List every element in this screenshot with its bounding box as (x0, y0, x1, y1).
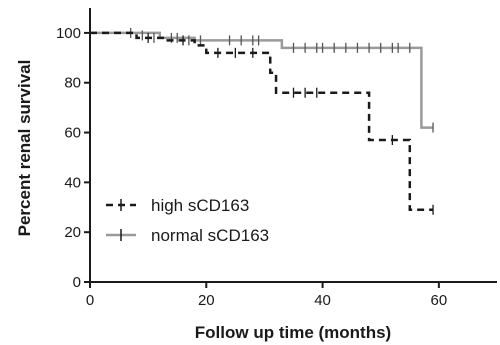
legend-label-high: high sCD163 (151, 196, 249, 215)
y-tick-label: 0 (73, 274, 81, 291)
y-axis-ticks: 0 20 40 60 80 100 (56, 25, 90, 291)
legend-label-normal: normal sCD163 (151, 226, 269, 245)
x-axis-ticks: 0 20 40 60 (86, 282, 447, 309)
x-axis-title: Follow up time (months) (195, 323, 391, 342)
y-tick-label: 60 (64, 125, 81, 142)
x-tick-label: 40 (314, 292, 331, 309)
y-tick-label: 40 (64, 174, 81, 191)
series-line-high (90, 31, 434, 212)
y-axis-title: Percent renal survival (15, 60, 34, 237)
y-tick-label: 20 (64, 224, 81, 241)
x-tick-label: 0 (86, 292, 94, 309)
plot-area: 0 20 40 60 80 100 0 20 40 60 (56, 8, 497, 309)
x-tick-label: 60 (431, 292, 448, 309)
y-tick-label: 100 (56, 25, 81, 42)
series-layer (90, 27, 434, 215)
series-line-normal (90, 31, 434, 129)
legend: high sCD163 normal sCD163 (106, 196, 269, 245)
y-tick-label: 80 (64, 75, 81, 92)
x-tick-label: 20 (198, 292, 215, 309)
